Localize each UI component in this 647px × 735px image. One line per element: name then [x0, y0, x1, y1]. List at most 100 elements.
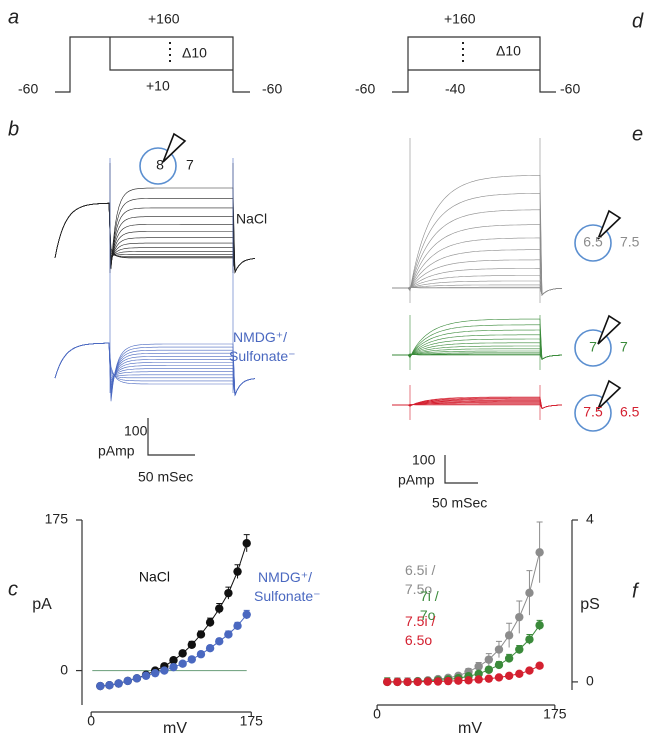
trace: [54, 342, 256, 396]
series-label: NMDG⁺/Sulfonate⁻: [254, 569, 321, 604]
trace-family: [392, 396, 563, 410]
trace: [54, 342, 256, 399]
protocol-label: +10: [146, 78, 170, 94]
data-point: [504, 631, 514, 640]
data-point: [224, 630, 233, 639]
trace: [392, 401, 563, 410]
x-axis-label: mV: [163, 720, 187, 735]
pipette: [597, 314, 622, 345]
trace: [54, 202, 256, 274]
trace: [392, 318, 562, 360]
data-point: [123, 676, 132, 686]
x-axis-label: mV: [458, 720, 482, 735]
trace: [54, 342, 256, 397]
trace: [392, 352, 562, 360]
protocol-label: +160: [148, 11, 180, 27]
data-point: [242, 539, 251, 548]
trace: [54, 342, 256, 396]
trace: [392, 175, 563, 296]
trace: [392, 280, 563, 296]
y-axis-label: pA: [32, 596, 52, 613]
trace: [54, 342, 256, 396]
scale-label: 50 mSec: [138, 469, 193, 485]
data-point: [383, 677, 392, 687]
data-point: [403, 677, 412, 687]
data-point: [484, 674, 494, 683]
data-point: [504, 654, 514, 663]
protocol-label: -60: [560, 81, 580, 97]
series-label: 7.5i / 6.5o: [401, 613, 435, 648]
trace: [392, 324, 562, 360]
data-point: [196, 630, 206, 639]
trace: [392, 249, 563, 296]
data-point: [484, 665, 494, 674]
pipette-inside: 6.5: [583, 234, 603, 250]
trace: [392, 404, 563, 409]
trace: [392, 334, 562, 360]
data-point: [215, 604, 224, 613]
trace: [392, 342, 562, 360]
data-point: [504, 671, 514, 681]
scale-bar: [444, 455, 478, 484]
scale-bar: [147, 418, 195, 456]
x-tick-label: 175: [240, 713, 264, 729]
protocol-label: Δ10: [182, 45, 207, 61]
data-point: [233, 567, 242, 576]
protocol-label: +160: [444, 11, 476, 27]
data-point: [187, 640, 196, 649]
y-tick-label: 4: [586, 511, 594, 527]
trace: [54, 342, 256, 396]
trace: [392, 396, 563, 410]
data-point: [141, 671, 151, 680]
protocol-label: -60: [18, 81, 38, 97]
trace-label: NaCl: [236, 211, 267, 227]
data-point: [242, 610, 251, 619]
data-point: [443, 676, 453, 686]
protocol-label: -40: [445, 81, 465, 97]
data-point: [205, 644, 215, 653]
pipette-inside: 7: [589, 339, 597, 355]
panel-label: b: [8, 118, 19, 140]
trace: [54, 342, 256, 402]
scale-label: 100: [124, 423, 148, 439]
y-tick-label: 0: [60, 661, 68, 677]
data-point: [169, 662, 178, 672]
series-label: NaCl: [139, 569, 170, 585]
trace: [54, 342, 256, 396]
trace: [392, 209, 563, 296]
trace-family: [54, 342, 256, 402]
panel-label: c: [8, 578, 18, 600]
trace: [392, 338, 562, 360]
x-tick-label: 0: [373, 706, 381, 722]
data-point: [105, 681, 114, 690]
data-point: [178, 649, 187, 658]
panel-label: e: [632, 123, 643, 145]
data-point: [494, 673, 504, 682]
panel-label: a: [8, 6, 19, 28]
trace: [392, 268, 563, 296]
data-point: [196, 650, 206, 659]
scale-label: 50 mSec: [432, 495, 487, 511]
trace-family: [392, 318, 562, 360]
trace: [392, 286, 563, 296]
data-point: [515, 645, 524, 654]
pipette-circle: [574, 224, 612, 262]
data-point: [413, 677, 422, 687]
data-point: [151, 668, 160, 678]
data-point: [535, 621, 544, 630]
trace: [392, 237, 563, 296]
data-point: [393, 677, 402, 687]
pipette: [597, 209, 622, 240]
trace-family: [54, 187, 256, 274]
pipette-outside: 7: [186, 157, 194, 173]
scale-label: pAmp: [98, 443, 135, 459]
trace: [392, 353, 562, 360]
data-point: [474, 675, 483, 684]
trace: [392, 224, 563, 296]
y-tick-label: 175: [45, 511, 69, 527]
protocol-line: [392, 36, 556, 93]
trace: [392, 275, 563, 296]
trace-label: NMDG⁺/Sulfonate⁻: [229, 329, 296, 364]
pipette-circle: [574, 329, 612, 367]
